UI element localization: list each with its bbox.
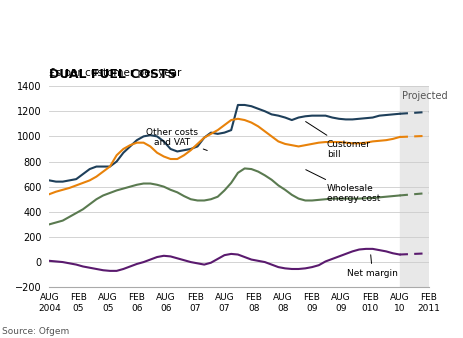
Text: Customer
bill: Customer bill bbox=[305, 122, 370, 159]
Bar bbox=[399, 86, 428, 287]
Text: £s per customer per year: £s per customer per year bbox=[49, 68, 181, 78]
Text: Source: Ofgem: Source: Ofgem bbox=[2, 327, 69, 336]
Text: Projected: Projected bbox=[401, 91, 447, 101]
Text: Net margin: Net margin bbox=[346, 255, 397, 278]
Text: Other costs
and VAT: Other costs and VAT bbox=[145, 127, 207, 150]
Text: Wholesale
energy cost: Wholesale energy cost bbox=[305, 170, 379, 203]
Text: DUAL FUEL COSTS: DUAL FUEL COSTS bbox=[49, 68, 176, 81]
